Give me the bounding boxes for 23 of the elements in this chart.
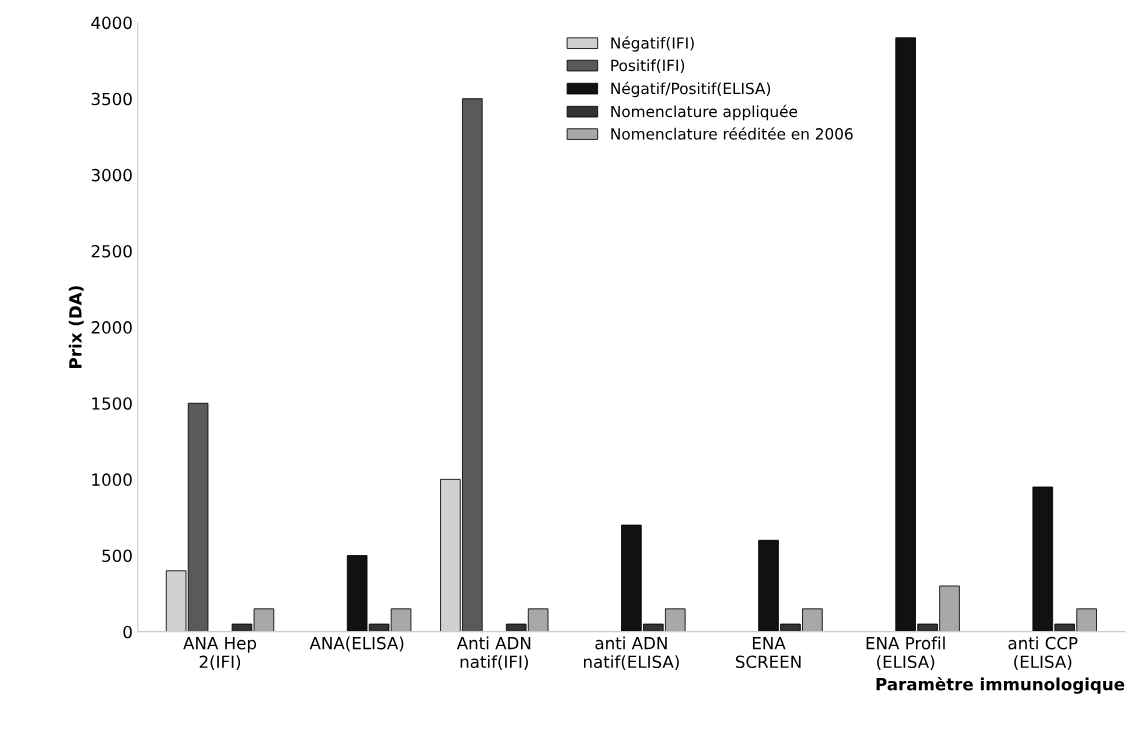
- x-tick-label: ANA Hep 2(IFI): [183, 637, 257, 671]
- x-tick-label: ENA Profil (ELISA): [866, 636, 945, 671]
- y-tick-label: 1500: [92, 397, 132, 410]
- x-axis-title: Paramètre immunologique: [876, 676, 1125, 694]
- y-tick-label: 2000: [91, 321, 132, 334]
- y-tick-label: 1000: [92, 473, 132, 486]
- legend-label: Négatif(IFI): [611, 36, 694, 52]
- x-tick-label: Anti ADN natif(IFI): [456, 636, 531, 671]
- legend-label: Positif(IFI): [611, 59, 685, 73]
- y-tick-label: 4000: [91, 16, 132, 30]
- x-tick-label: ENA SCREEN: [735, 637, 801, 669]
- y-axis-title: Prix (DA): [68, 286, 84, 368]
- legend-label: Nomenclature rééditée en 2006: [611, 127, 853, 140]
- x-tick-label: anti CCP (ELISA): [1008, 636, 1078, 671]
- y-tick-label: 3000: [91, 168, 132, 182]
- x-tick-label: ANA(ELISA): [309, 636, 404, 652]
- legend-label: Négatif/Positif(ELISA): [611, 81, 771, 98]
- y-tick-label: 2500: [91, 244, 132, 258]
- x-tick-label: anti ADN natif(ELISA): [583, 636, 679, 671]
- legend-label: Nomenclature appliquée: [611, 104, 798, 121]
- y-tick-label: 500: [102, 549, 132, 563]
- y-tick-label: 3500: [91, 92, 132, 106]
- y-tick-label: 0: [123, 625, 132, 639]
